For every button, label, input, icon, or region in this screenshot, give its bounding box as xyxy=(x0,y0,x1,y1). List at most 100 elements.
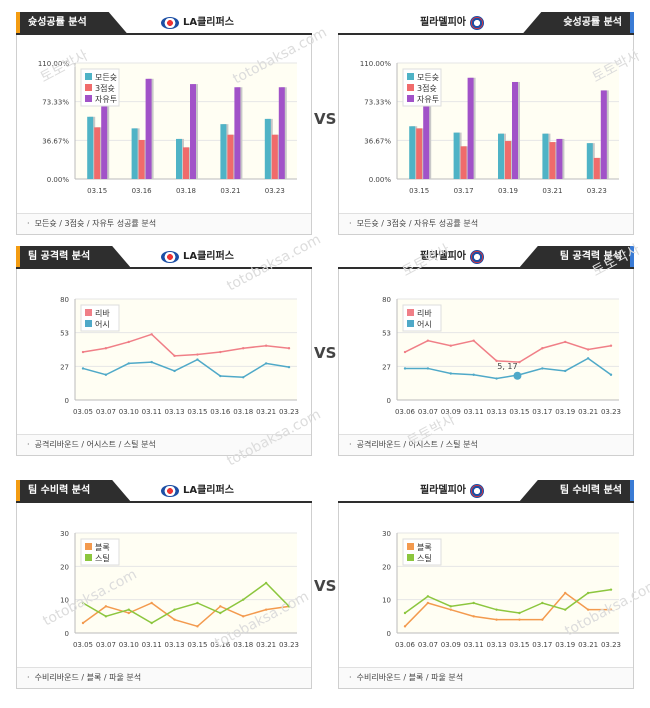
data-point xyxy=(173,354,176,358)
y-tick-label: 20 xyxy=(60,563,69,571)
data-point xyxy=(403,350,407,354)
chart-footer-text: 공격리바운드 / 어시스트 / 스틸 분석 xyxy=(34,440,156,449)
y-tick-label: 30 xyxy=(60,530,69,538)
data-point xyxy=(264,344,268,347)
y-tick-label: 27 xyxy=(382,363,391,371)
legend-label: 어시 xyxy=(95,319,110,329)
chart-footer-text: 모든슛 / 3점슛 / 자유투 성공률 분석 xyxy=(356,219,479,228)
series-line xyxy=(82,333,290,357)
bar xyxy=(416,128,423,179)
panel-defense-right: 팀 수비력 분석 필라델피아 0 10 20 30 03.06 03.07 03.09 03.… xyxy=(338,480,634,689)
x-tick-label: 03.15 xyxy=(509,641,529,649)
bar xyxy=(512,81,518,179)
x-tick-label: 03.21 xyxy=(220,187,240,195)
y-tick-label: 20 xyxy=(382,563,391,571)
panel-tab-title: 슛성공률 분석 xyxy=(16,12,127,33)
chart-footer: · 공격리바운드 / 어시스트 / 스틸 분석 xyxy=(339,434,633,455)
x-tick-label: 03.13 xyxy=(487,408,507,416)
shooting-bar-chart: 0.00% 36.67% 73.33% 110.00% 03.15 03.17 03.19 0… xyxy=(360,60,619,195)
bar xyxy=(220,124,227,179)
team-name-label: 필라델피아 xyxy=(420,251,466,262)
x-tick-label: 03.10 xyxy=(119,641,139,649)
data-point xyxy=(426,367,430,370)
x-tick-label: 03.21 xyxy=(578,408,598,416)
data-point xyxy=(242,347,245,350)
legend-swatch xyxy=(85,320,92,327)
panel-tab-title: 팀 수비력 분석 xyxy=(16,480,130,501)
chart-footer: · 수비리바운드 / 블록 / 파울 분석 xyxy=(339,667,633,688)
bar xyxy=(176,138,182,179)
x-tick-label: 03.11 xyxy=(464,408,484,416)
data-point xyxy=(127,608,130,611)
legend-label: 스틸 xyxy=(417,553,432,563)
team-name-label: LA클리퍼스 xyxy=(183,485,234,496)
chart-box: 0 27 53 80 03.06 03.07 03.09 03.11 03.13 03.15 03.… xyxy=(338,269,634,456)
series-line xyxy=(404,588,612,614)
data-point xyxy=(150,360,153,364)
x-tick-label: 03.21 xyxy=(542,187,562,195)
data-point xyxy=(403,625,407,628)
bar xyxy=(101,73,108,179)
team-name-label: 필라델피아 xyxy=(420,485,466,496)
panel-header: 슛성공률 분석 LA클리퍼스 xyxy=(16,12,312,35)
x-tick-label: 03.11 xyxy=(142,641,162,649)
data-point xyxy=(150,621,153,625)
x-tick-label: 03.13 xyxy=(165,408,185,416)
data-point xyxy=(495,608,498,611)
data-point xyxy=(104,347,108,350)
vs-label: VS xyxy=(314,344,337,362)
x-tick-label: 03.18 xyxy=(233,408,253,416)
x-tick-label: 03.23 xyxy=(601,641,621,649)
highlight-point xyxy=(513,371,522,380)
y-tick-label: 10 xyxy=(60,597,69,605)
x-tick-label: 03.17 xyxy=(532,408,552,416)
data-point xyxy=(127,362,130,365)
team-name-label: LA클리퍼스 xyxy=(183,251,234,262)
y-tick-label: 0 xyxy=(65,397,69,405)
legend-label: 스틸 xyxy=(95,553,110,563)
data-point xyxy=(264,581,268,585)
legend-label: 자유투 xyxy=(95,95,117,104)
legend-swatch xyxy=(85,554,92,561)
panel-header: 팀 수비력 분석 LA클리퍼스 xyxy=(16,480,312,503)
x-tick-label: 03.21 xyxy=(256,408,276,416)
team-name: LA클리퍼스 xyxy=(161,12,234,33)
legend-label: 블록 xyxy=(417,542,432,552)
data-point xyxy=(81,367,85,370)
x-tick-label: 03.23 xyxy=(279,641,299,649)
data-point xyxy=(541,601,544,605)
data-point xyxy=(104,605,108,608)
legend-swatch xyxy=(407,95,414,102)
bar xyxy=(453,132,460,179)
x-tick-label: 03.15 xyxy=(409,187,429,195)
bar xyxy=(467,77,474,179)
y-tick-label: 53 xyxy=(382,330,391,338)
x-tick-label: 03.07 xyxy=(96,641,116,649)
team-name-label: LA클리퍼스 xyxy=(183,17,234,28)
data-point xyxy=(287,365,291,369)
legend-swatch xyxy=(85,309,92,316)
y-tick-label: 27 xyxy=(60,363,69,371)
x-tick-label: 03.05 xyxy=(73,641,93,649)
x-tick-label: 03.13 xyxy=(487,641,507,649)
y-tick-label: 10 xyxy=(382,597,391,605)
tooltip-label: 5, 17 xyxy=(497,362,517,371)
data-point xyxy=(472,615,475,618)
data-point xyxy=(104,373,108,376)
bar xyxy=(183,147,189,179)
x-tick-label: 03.11 xyxy=(464,641,484,649)
data-point xyxy=(287,347,291,350)
data-point xyxy=(173,608,176,611)
legend-swatch xyxy=(85,95,92,102)
chart-footer-text: 수비리바운드 / 블록 / 파울 분석 xyxy=(34,673,142,682)
data-point xyxy=(264,362,268,365)
panel-defense-left: 팀 수비력 분석 LA클리퍼스 0 10 20 30 03.05 03.07 03.10 03… xyxy=(16,480,312,689)
bar xyxy=(94,127,101,179)
data-point xyxy=(495,618,498,621)
x-tick-label: 03.16 xyxy=(210,408,231,416)
data-point xyxy=(173,369,176,373)
chart-footer: · 수비리바운드 / 블록 / 파울 분석 xyxy=(17,667,311,688)
data-point xyxy=(403,367,407,370)
x-tick-label: 03.18 xyxy=(176,187,196,195)
